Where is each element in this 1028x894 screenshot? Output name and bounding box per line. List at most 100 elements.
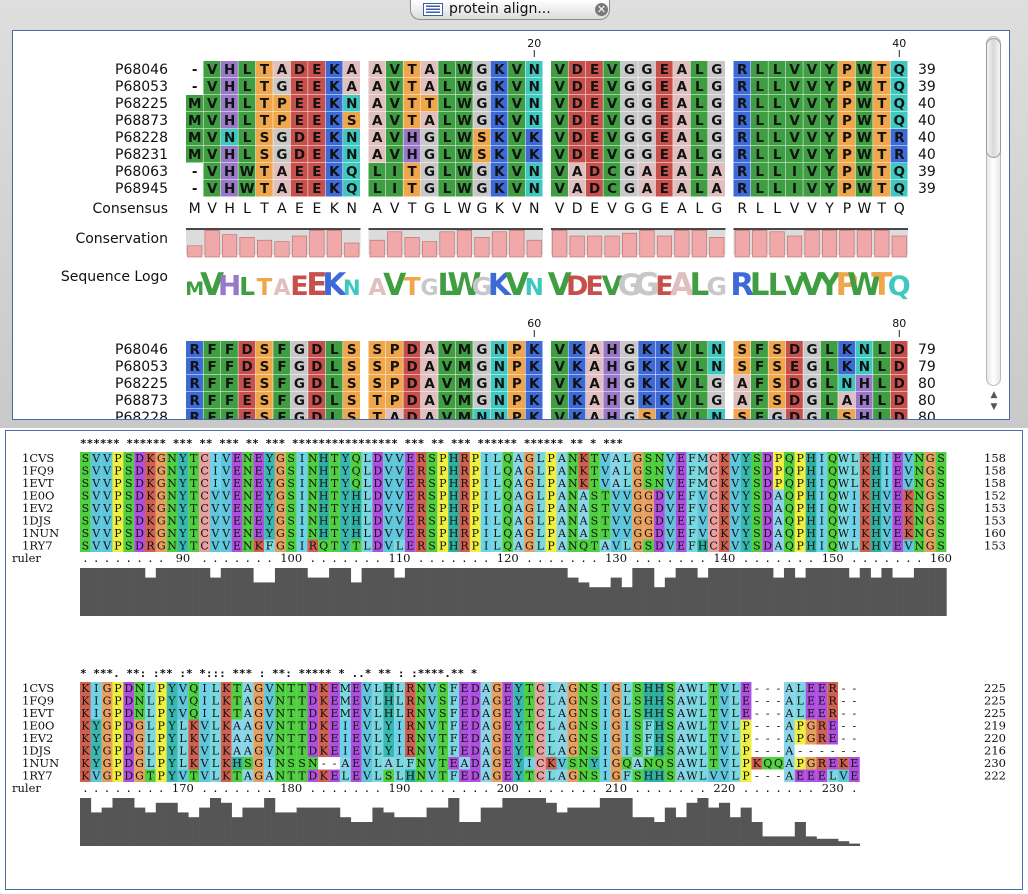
residue-cell [177,744,189,757]
residue-letter: K [529,130,540,146]
residue-cell [383,707,395,720]
residue-cell [708,146,725,163]
residue-letter: L [623,465,631,478]
position-tick-label: 20 [527,37,541,50]
residue-cell [768,95,786,112]
residue-cell [816,732,828,745]
vertical-scrollbar[interactable]: ▲ ▼ [984,34,1004,418]
residue-cell [838,129,856,146]
residue-letter: G [711,113,722,129]
residue-letter: L [547,707,555,720]
residue-cell [525,375,543,392]
residue-letter: - [842,732,846,745]
residue-letter: L [755,181,764,197]
residue-cell [881,539,893,552]
residue-cell [690,129,708,146]
residue-cell [490,61,508,78]
residue-letter: N [167,502,177,515]
residue-cell [578,719,590,732]
residue-letter: G [493,720,502,733]
residue-letter: K [222,707,231,720]
residue-cell [403,180,421,197]
residue-cell [90,707,102,720]
residue-letter: Y [341,465,350,478]
residue-cell [762,452,774,465]
residue-letter: S [82,465,90,478]
residue-letter: L [212,732,220,745]
residue-cell [285,757,297,770]
residue-letter: Y [265,527,274,540]
residue-letter: Y [514,720,523,733]
ruler-dot: . [483,552,490,565]
residue-letter: G [612,682,621,695]
residue-letter: Y [265,465,274,478]
ruler-dot: . [786,782,793,795]
residue-cell [361,744,373,757]
residue-cell [556,719,568,732]
residue-cell [404,452,416,465]
residue-letter: G [612,707,621,720]
residue-letter: S [372,376,382,392]
residue-letter: D [124,732,133,745]
residue-letter: L [773,79,782,95]
logo-letter: K [322,267,347,303]
residue-letter: V [730,515,740,528]
ruler-dot: . [580,552,587,565]
residue-letter: A [232,732,242,745]
residue-cell [368,358,386,375]
consensus-letter: A [372,201,382,217]
residue-letter: T [439,745,447,758]
residue-letter: E [460,732,468,745]
residue-letter: G [633,540,642,553]
scroll-up-icon[interactable]: ▲ [990,390,998,400]
residue-letter: Q [894,96,905,112]
residue-letter: N [529,113,540,129]
residue-cell [508,146,526,163]
residue-letter: L [147,745,155,758]
ruler-dot: . [764,552,771,565]
residue-letter: E [352,682,360,695]
residue-letter: V [512,62,523,78]
residue-letter: S [753,490,761,503]
residue-cell [490,409,508,419]
residue-letter: K [222,757,231,770]
residue-cell [673,341,691,358]
residue-cell [290,358,308,375]
window-tab[interactable]: protein align... ✕ [410,0,610,20]
residue-letter: G [926,502,935,515]
residue-letter: C [536,732,544,745]
residue-cell [603,409,621,419]
consensus-letter: V [207,201,217,217]
consensus-letter: L [773,201,781,217]
residue-cell [855,78,873,95]
residue-cell [285,769,297,782]
residue-letter: L [363,490,371,503]
residue-letter: R [406,720,415,733]
residue-letter: V [265,732,275,745]
close-icon[interactable]: ✕ [595,3,608,16]
residue-letter: M [188,130,201,146]
ruler-dot: . [115,782,122,795]
residue-cell [870,527,882,540]
residue-letter: G [135,757,144,770]
scrollbar-thumb[interactable] [986,38,1001,158]
residue-cell [166,489,178,502]
residue-letter: G [135,732,144,745]
residue-cell [285,452,297,465]
residue-letter: N [568,502,578,515]
residue-letter: V [665,490,675,503]
residue-cell [838,452,849,465]
residue-letter: - [820,745,824,758]
residue-letter: L [797,682,805,695]
residue-letter: R [460,540,469,553]
residue-letter: M [458,342,471,358]
residue-cell [394,682,405,695]
residue-letter: P [547,465,555,478]
ruler-dot: . [526,552,533,565]
scroll-down-icon[interactable]: ▼ [990,402,998,412]
residue-letter: N [711,342,722,358]
residue-letter: V [554,79,565,95]
residue-letter: V [719,732,729,745]
residue-cell [318,477,330,490]
sequence-end-number: 39 [918,181,936,197]
